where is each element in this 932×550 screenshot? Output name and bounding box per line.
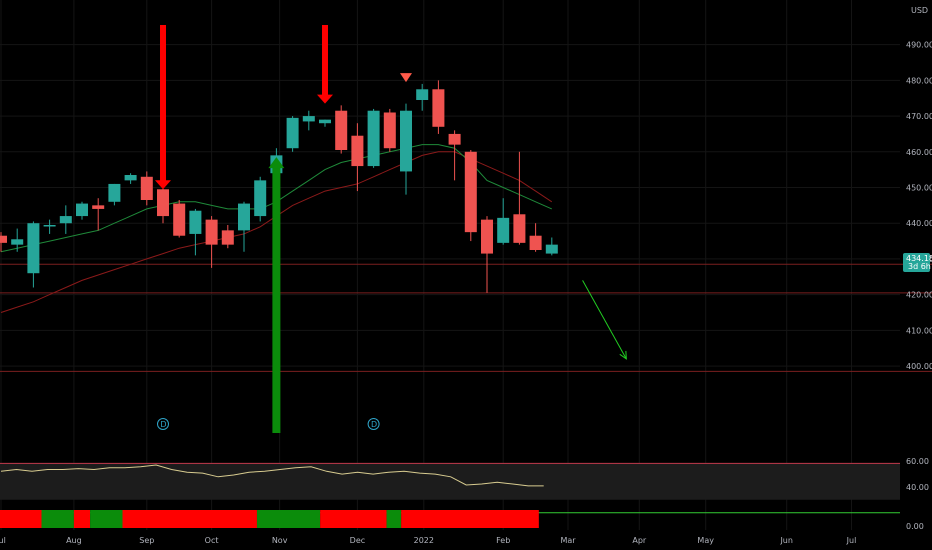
candle-body: [59, 216, 72, 224]
candle-body: [497, 217, 510, 243]
time-tick-label: 2022: [414, 536, 434, 545]
time-tick-label: Dec: [350, 536, 365, 545]
dividend-icon: [367, 418, 380, 430]
price-tick-label: 490.00: [906, 41, 932, 50]
candle-body: [367, 110, 380, 167]
trend-bar: [0, 510, 539, 528]
candle-body: [205, 219, 218, 245]
top-marker-icon: [400, 73, 412, 83]
trend-segment: [386, 510, 402, 528]
candle-body: [0, 235, 7, 243]
rsi-band-fill: [0, 463, 900, 500]
rsi-tick-label: 40.00: [906, 483, 929, 492]
time-tick-label: Jul: [846, 536, 857, 545]
price-tick-label: 480.00: [906, 76, 932, 85]
candle-body: [157, 189, 169, 217]
signal-arrows: [155, 25, 627, 433]
candle-body: [481, 219, 493, 254]
projection-arrow-head: [619, 350, 627, 360]
candle-body: [545, 244, 558, 254]
candle-body: [27, 223, 40, 274]
candle-body: [351, 135, 364, 167]
sell-arrow-shaft: [322, 25, 328, 96]
candle-body: [432, 89, 445, 127]
projection-arrow-line: [582, 280, 627, 360]
buy-arrow-head: [268, 157, 285, 169]
time-axis[interactable]: Jul Aug Sep Oct Nov Dec 2022 Feb Mar Apr May Jun Jul: [0, 536, 856, 545]
rsi-pane: [0, 462, 900, 514]
price-tick-label: 470.00: [906, 112, 932, 121]
candle-body: [254, 180, 267, 217]
candle-body: [448, 133, 461, 145]
time-tick-label: Nov: [272, 536, 288, 545]
price-tick-label: 440.00: [906, 219, 932, 228]
price-tick-label: 420.00: [906, 291, 932, 300]
time-tick-label: Feb: [496, 536, 510, 545]
candle-body: [43, 225, 56, 227]
time-tick-label: Oct: [205, 536, 219, 545]
trend-segment: [73, 510, 91, 528]
candle-body: [319, 119, 331, 124]
sell-arrow-head: [155, 180, 171, 190]
price-tick-label: 410.00: [906, 326, 932, 335]
price-tick-label: 460.00: [906, 148, 932, 157]
trend-segment: [256, 510, 321, 528]
time-tick-label: Mar: [560, 536, 576, 545]
time-tick-label: Jul: [0, 536, 6, 545]
candle-body: [124, 175, 137, 181]
candle-body: [383, 112, 396, 149]
rsi-tick-label: 60.00: [906, 457, 929, 466]
time-tick-label: May: [697, 536, 714, 545]
trend-segment: [122, 510, 257, 528]
horizontal-levels: [0, 263, 932, 372]
candle-body: [286, 117, 299, 149]
candle-body: [108, 183, 121, 202]
dividend-icon: [157, 418, 169, 430]
candle-body: [513, 214, 526, 243]
current-price-value: 434.18: [906, 254, 932, 263]
dividend-label: D: [160, 420, 166, 429]
candle-body: [140, 176, 153, 200]
trend-segment: [0, 510, 42, 528]
candle-body: [335, 110, 348, 150]
candle-body: [189, 210, 202, 234]
time-tick-label: Jun: [779, 536, 793, 545]
rsi-tick-label: 0.00: [906, 522, 924, 531]
bar-countdown: 3d 6h: [908, 262, 931, 271]
candle-body: [11, 239, 24, 245]
price-tick-label: 400.00: [906, 362, 932, 371]
sell-arrow-shaft: [160, 25, 166, 182]
dividend-label: D: [371, 420, 377, 429]
buy-arrow-shaft: [272, 167, 281, 433]
trend-segment: [90, 510, 123, 528]
candle-body: [302, 116, 315, 122]
trend-segment: [320, 510, 387, 528]
candle-body: [416, 89, 429, 100]
current-price-badge: [903, 253, 930, 272]
candle-body: [529, 235, 542, 250]
currency-label: USD: [911, 6, 928, 15]
time-tick-label: Sep: [139, 536, 154, 545]
grid-lines: [0, 0, 900, 530]
sell-arrow-head: [317, 94, 333, 104]
current-price-tag: 434.18 3d 6h: [903, 253, 932, 272]
candle-body: [464, 151, 477, 233]
candle-body: [238, 203, 250, 231]
trend-segment: [41, 510, 74, 528]
time-tick-label: Aug: [66, 536, 82, 545]
candle-body: [76, 203, 88, 217]
rsi-line: [0, 464, 544, 487]
candle-body: [173, 203, 186, 236]
price-tick-label: 450.00: [906, 184, 932, 193]
candles: [0, 80, 558, 293]
candle-body: [92, 205, 105, 209]
trend-segment: [401, 510, 539, 528]
candle-body: [400, 110, 412, 172]
time-tick-label: Apr: [632, 536, 647, 545]
candle-body: [221, 230, 234, 245]
